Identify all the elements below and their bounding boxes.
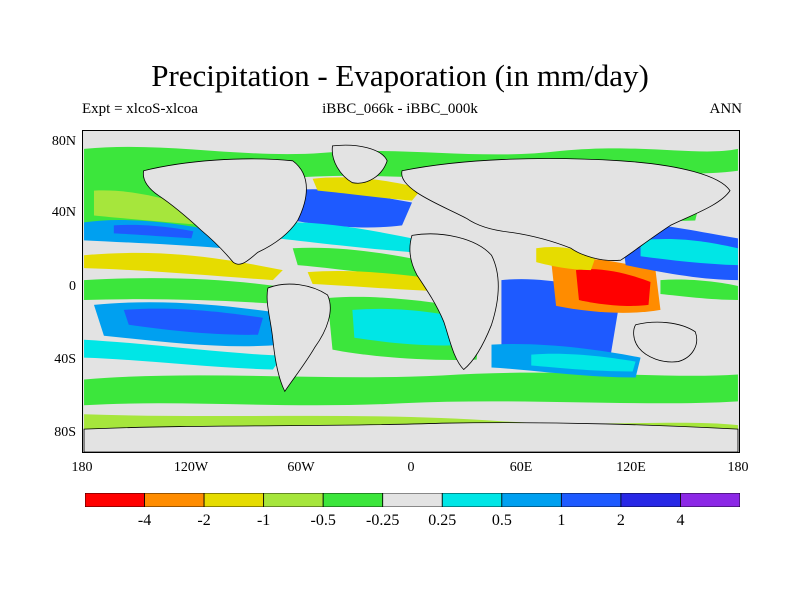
north-atlantic-cyan (272, 222, 422, 253)
colorbar-box (322, 493, 384, 507)
precip-evap-map (83, 131, 739, 452)
lat-label: 80S (54, 425, 76, 440)
colorbar-box (263, 493, 324, 507)
colorbar-label: 0.5 (491, 512, 512, 529)
colorbar (85, 493, 740, 507)
colorbar-box (680, 493, 740, 507)
north-atlantic-blue (287, 189, 412, 228)
colorbar-label: 4 (676, 512, 685, 529)
colorbar-box (501, 493, 562, 507)
colorbar-label: 2 (616, 512, 625, 529)
subtitle-case: iBBC_066k - iBBC_000k (322, 101, 478, 117)
atlantic-eq-yellow (307, 271, 462, 292)
colorbar-box (203, 493, 265, 507)
lon-label: 60W (287, 460, 315, 475)
colorbar-label: 1 (557, 512, 566, 529)
colorbar-box (85, 493, 145, 507)
west-pacific-green (660, 279, 738, 300)
colorbar-label: -4 (137, 512, 152, 529)
north-pacific-lightgreen (93, 190, 209, 226)
north-america (142, 158, 307, 265)
lon-label: 120E (616, 460, 646, 475)
atlantic-subtrop-green (292, 247, 442, 281)
colorbar-box (560, 493, 622, 507)
colorbar-boxes (85, 493, 740, 507)
lon-label: 60E (509, 460, 533, 475)
colorbar-label: -0.5 (310, 512, 336, 529)
coastlines (83, 144, 739, 452)
lon-label: 0 (407, 460, 415, 475)
lat-label: 0 (69, 279, 76, 294)
lat-label: 40N (51, 205, 76, 220)
north-atlantic-yellow (312, 177, 422, 201)
south-pacific-darkblue (123, 308, 263, 335)
south-pacific-cyan (84, 339, 283, 370)
southern-ocean-green (84, 372, 738, 406)
lat-label: 80N (51, 134, 76, 149)
colorbar-label: -1 (256, 512, 271, 529)
colorbar-box (144, 493, 205, 507)
lon-label: 180 (727, 460, 749, 475)
subtrop-pacific-yellow (84, 252, 283, 281)
greenland (331, 144, 388, 184)
subtitle-experiment: Expt = xlcoS-xlcoa (82, 101, 198, 117)
lat-label: 40S (54, 352, 76, 367)
lon-label: 180 (71, 460, 93, 475)
north-pacific-darkblue (113, 224, 194, 239)
colorbar-label: -2 (197, 512, 211, 529)
colorbar-box (620, 493, 681, 507)
maritime-red (575, 269, 651, 306)
south-america (266, 283, 331, 393)
west-pacific-cyan (640, 239, 738, 266)
subtitle-season: ANN (709, 101, 743, 117)
lon-label: 120W (173, 460, 209, 475)
colorbar-label: -0.25 (366, 512, 400, 529)
eq-pacific-green (84, 278, 303, 305)
plot-title: Precipitation - Evaporation (in mm/day) (151, 58, 649, 93)
indian-ocean-cyan (531, 353, 636, 372)
colorbar-box (382, 493, 443, 507)
antarctica (83, 422, 739, 452)
australia (633, 321, 698, 363)
europe-asia (401, 158, 731, 261)
colorbar-label: 0.25 (428, 512, 457, 529)
africa (409, 233, 499, 371)
map-panel (82, 130, 740, 453)
colorbar-box (441, 493, 503, 507)
